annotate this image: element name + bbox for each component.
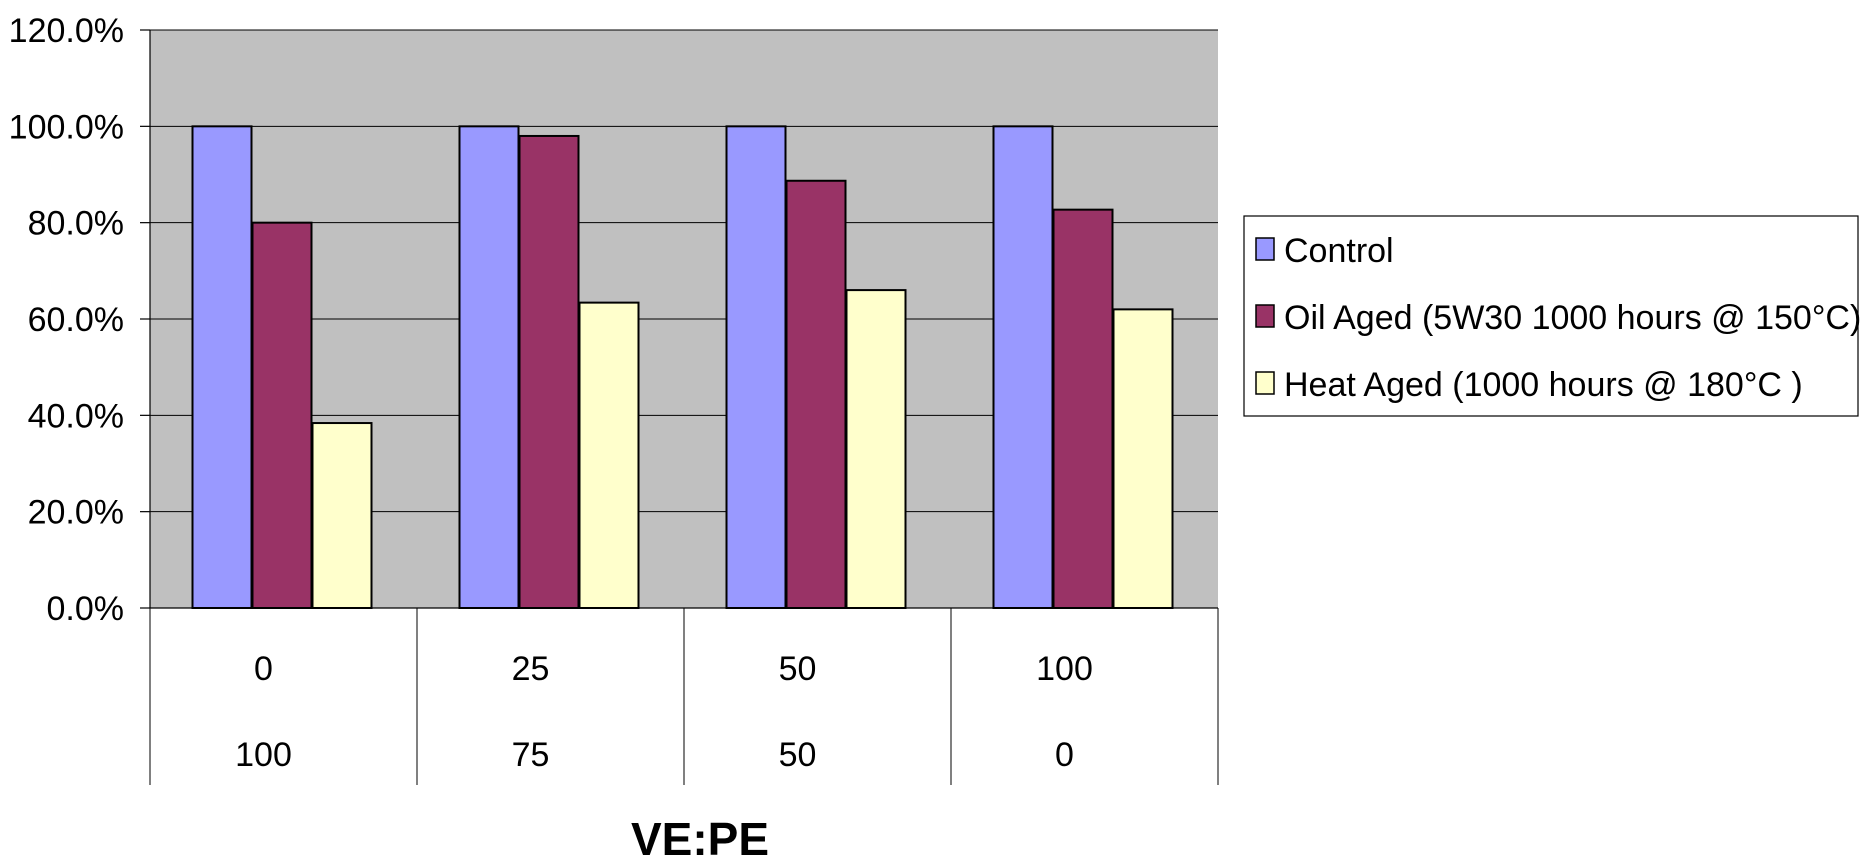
y-tick-label: 100.0% xyxy=(9,108,124,146)
bar xyxy=(1052,208,1114,610)
y-axis-ticks: 0.0% 20.0% 40.0% 60.0% 80.0% 100.0% 120.0% xyxy=(9,12,150,628)
y-tick-label: 80.0% xyxy=(28,205,124,243)
category-label-ve: 100 xyxy=(1036,650,1093,688)
legend-entry: Control xyxy=(1284,232,1394,270)
bar xyxy=(191,125,253,609)
legend-entry: Heat Aged (1000 hours @ 180°C ) xyxy=(1284,366,1803,404)
legend: Control Oil Aged (5W30 1000 hours @ 150°C… xyxy=(1243,215,1860,417)
bar xyxy=(785,179,847,610)
category-label-ve: 50 xyxy=(779,650,817,688)
y-tick-label: 20.0% xyxy=(28,494,124,532)
y-tick-label: 40.0% xyxy=(28,397,124,435)
legend-box xyxy=(1243,215,1859,417)
bar xyxy=(518,134,580,609)
legend-entry: Oil Aged (5W30 1000 hours @ 150°C) xyxy=(1284,299,1860,337)
bar xyxy=(845,289,907,609)
category-label-pe: 0 xyxy=(1055,736,1074,774)
category-label-ve: 25 xyxy=(512,650,550,688)
y-tick-label: 60.0% xyxy=(28,301,124,339)
bar xyxy=(725,125,787,609)
category-label-ve: 0 xyxy=(254,650,273,688)
bars xyxy=(191,125,1174,610)
category-label-pe: 100 xyxy=(235,736,292,774)
category-label-pe: 75 xyxy=(512,736,550,774)
legend-swatch xyxy=(1255,304,1275,328)
legend-swatch xyxy=(1255,371,1275,395)
bar xyxy=(458,125,520,609)
bar xyxy=(251,221,313,610)
x-axis-title: VE:PE xyxy=(631,813,769,859)
bar xyxy=(578,301,640,609)
bar xyxy=(1112,308,1174,609)
category-label-pe: 50 xyxy=(779,736,817,774)
y-tick-label: 120.0% xyxy=(9,12,124,50)
bar xyxy=(992,125,1054,609)
x-axis-categories: 0 100 25 75 50 50 100 0 xyxy=(149,608,1219,785)
bar xyxy=(311,422,373,610)
y-tick-label: 0.0% xyxy=(47,590,125,628)
legend-swatch xyxy=(1255,237,1275,261)
